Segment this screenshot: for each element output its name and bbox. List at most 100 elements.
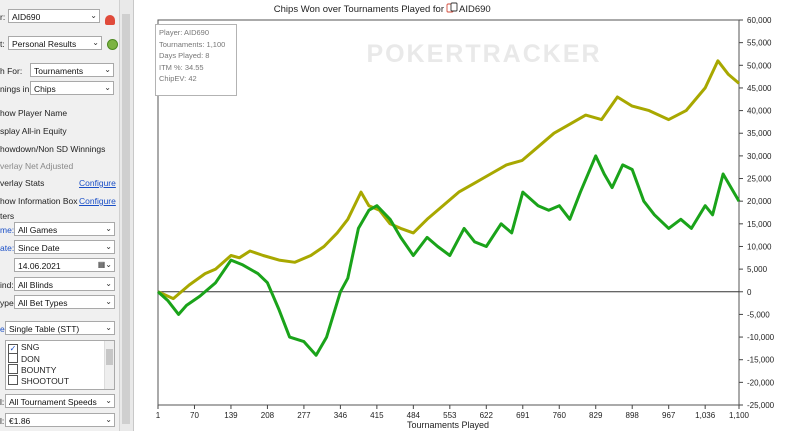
x-tick-label: 1,036 — [695, 411, 716, 420]
x-tick-label: 1 — [156, 411, 161, 420]
graph-for-value: Tournaments — [34, 66, 84, 76]
chevron-down-icon: ⌄ — [105, 242, 112, 251]
series-layer — [156, 59, 741, 357]
x-tick-label: 829 — [589, 411, 603, 420]
date-input-value: 14.06.2021 — [18, 261, 61, 271]
option-overlay-stats[interactable]: verlay Stats — [0, 178, 45, 188]
list-item[interactable]: ✓ SNG — [8, 342, 40, 354]
x-tick-label: 691 — [516, 411, 530, 420]
winnings-select[interactable]: Chips ⌄ — [30, 81, 114, 95]
x-tick-label: 277 — [297, 411, 311, 420]
option-info-box[interactable]: how Information Box — [0, 196, 78, 206]
speed-label: l: — [0, 397, 5, 407]
series-line-2 — [156, 154, 741, 357]
scroll-thumb[interactable] — [106, 349, 113, 365]
y-tick-label: 55,000 — [747, 39, 772, 48]
help-icon[interactable] — [107, 39, 118, 50]
configure-info-link[interactable]: Configure — [79, 196, 116, 206]
blinds-label: ind: — [0, 280, 14, 290]
y-tick-label: 15,000 — [747, 220, 772, 229]
winnings-label: nings in: — [0, 84, 32, 94]
sidebar-scrollbar[interactable] — [119, 0, 133, 431]
chevron-down-icon: ⌄ — [92, 38, 99, 47]
graph-for-select[interactable]: Tournaments ⌄ — [30, 63, 114, 77]
date-input[interactable]: 14.06.2021 ▦⌄ — [14, 258, 115, 272]
date-select[interactable]: Since Date ⌄ — [14, 240, 115, 254]
chevron-down-icon: ⌄ — [105, 224, 112, 233]
graph-for-label: h For: — [0, 66, 23, 76]
option-allin-equity[interactable]: splay All-in Equity — [0, 126, 67, 136]
report-select[interactable]: Personal Results ⌄ — [8, 36, 102, 50]
checkbox-icon[interactable] — [8, 353, 18, 363]
x-tick-label: 415 — [370, 411, 384, 420]
bettype-select[interactable]: All Bet Types ⌄ — [14, 295, 115, 309]
tournament-type-list[interactable]: ✓ SNG DON BOUNTY SHOOTOUT — [5, 340, 115, 390]
filters-header: ters — [0, 211, 15, 221]
table-type-label: e: — [0, 324, 8, 334]
date-label: ate: — [0, 243, 15, 253]
calendar-icon[interactable]: ▦⌄ — [97, 260, 112, 269]
info-itm: ITM %: 34.55 — [159, 62, 204, 72]
y-tick-label: 50,000 — [747, 61, 772, 70]
y-tick-label: 10,000 — [747, 242, 772, 251]
table-type-value: Single Table (STT) — [9, 324, 80, 334]
list-scrollbar[interactable] — [104, 341, 114, 389]
player-row: r: AID690 ⌄ — [0, 8, 119, 26]
blinds-value: All Blinds — [18, 280, 53, 290]
x-tick-label: 1,100 — [729, 411, 750, 420]
checkbox-icon[interactable] — [8, 364, 18, 374]
winnings-value: Chips — [34, 84, 56, 94]
winnings-row: nings in: Chips ⌄ — [0, 80, 119, 98]
list-item[interactable]: DON — [8, 353, 40, 364]
scroll-thumb[interactable] — [122, 14, 130, 424]
x-tick-label: 139 — [224, 411, 238, 420]
y-tick-label: -5,000 — [747, 310, 770, 319]
x-tick-label: 760 — [553, 411, 567, 420]
chevron-down-icon: ⌄ — [105, 396, 112, 405]
speed-value: All Tournament Speeds — [9, 397, 97, 407]
y-tick-label: -15,000 — [747, 356, 775, 365]
y-axis-ticks: 60,000 55,000 50,000 45,000 40,000 35,000 30,0… — [739, 16, 775, 410]
report-row: t: Personal Results ⌄ — [0, 35, 119, 53]
chevron-down-icon: ⌄ — [105, 297, 112, 306]
y-tick-label: 40,000 — [747, 107, 772, 116]
x-tick-label: 967 — [662, 411, 676, 420]
chevron-down-icon: ⌄ — [105, 323, 112, 332]
option-showdown-winnings[interactable]: howdown/Non SD Winnings — [0, 144, 106, 154]
table-type-select[interactable]: Single Table (STT) ⌄ — [5, 321, 115, 335]
option-overlay-net[interactable]: verlay Net Adjusted — [0, 161, 74, 171]
info-days-played: Days Played: 8 — [159, 51, 210, 60]
buyin-select[interactable]: €1.86 ⌄ — [5, 413, 115, 427]
player-select[interactable]: AID690 ⌄ — [8, 9, 100, 23]
x-tick-label: 208 — [261, 411, 275, 420]
y-tick-label: 0 — [747, 288, 752, 297]
buyin-value: €1.86 — [9, 416, 31, 426]
x-tick-label: 622 — [480, 411, 494, 420]
x-tick-label: 898 — [626, 411, 640, 420]
buyin-label: l: — [0, 416, 5, 426]
y-tick-label: -10,000 — [747, 333, 775, 342]
graph-for-row: h For: Tournaments ⌄ — [0, 62, 119, 80]
plot-frame — [157, 19, 740, 406]
report-label: t: — [0, 39, 5, 49]
list-item[interactable]: BOUNTY — [8, 364, 56, 375]
chevron-down-icon: ⌄ — [105, 279, 112, 288]
chart-title-player: AID690 — [459, 4, 491, 15]
user-icon[interactable] — [105, 15, 115, 25]
series-line-1 — [157, 59, 740, 301]
list-item[interactable]: SHOOTOUT — [8, 375, 69, 386]
report-select-value: Personal Results — [12, 39, 77, 49]
player-label: r: — [0, 12, 6, 22]
pokertracker-watermark: POKERTRACKER — [366, 40, 601, 68]
info-player: Player: AID690 — [159, 28, 210, 37]
speed-select[interactable]: All Tournament Speeds ⌄ — [5, 394, 115, 408]
game-select[interactable]: All Games ⌄ — [14, 222, 115, 236]
option-player-name[interactable]: how Player Name — [0, 108, 68, 118]
blinds-select[interactable]: All Blinds ⌄ — [14, 277, 115, 291]
configure-stats-link[interactable]: Configure — [79, 178, 116, 188]
y-tick-label: 60,000 — [747, 16, 772, 25]
y-tick-label: -25,000 — [747, 401, 775, 410]
checkbox-icon[interactable] — [8, 375, 18, 385]
date-value: Since Date — [18, 243, 60, 253]
chart-title: Chips Won over Tournaments Played for — [274, 4, 444, 15]
